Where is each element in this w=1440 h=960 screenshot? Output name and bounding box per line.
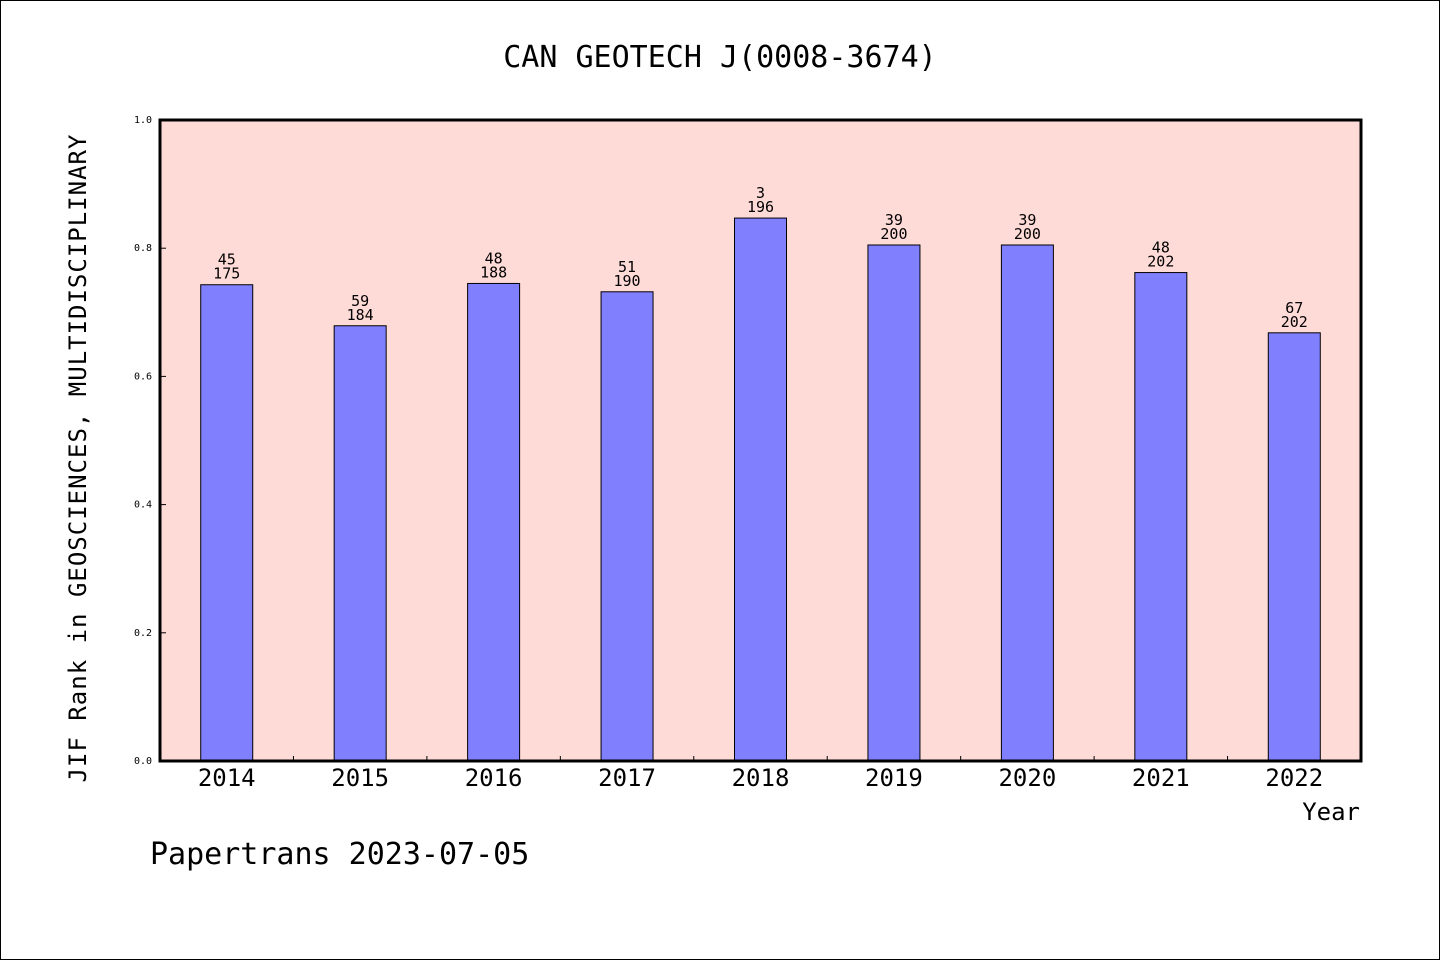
bars-group [200, 217, 1321, 762]
data-label-rank: 59 [351, 292, 369, 310]
y-tick-label: 0.8 [134, 243, 152, 254]
data-label-rank: 39 [885, 211, 903, 229]
data-label-total: 184 [347, 306, 374, 324]
x-tick-label: 2015 [331, 764, 389, 792]
chart-title: CAN GEOTECH J(0008-3674) [503, 40, 936, 75]
y-tick-label: 0.0 [134, 756, 152, 767]
y-tick-label: 0.6 [134, 371, 152, 382]
bar-2019 [867, 244, 921, 762]
data-label-total: 202 [1281, 313, 1308, 331]
data-label-total: 196 [747, 198, 774, 216]
data-label-total: 175 [213, 265, 240, 283]
bar-2016 [467, 282, 521, 762]
x-tick-label: 2016 [465, 764, 523, 792]
bar-2020 [1000, 244, 1054, 762]
bar-2018 [734, 217, 787, 762]
data-label-rank: 39 [1018, 211, 1036, 229]
y-tick-label: 0.4 [134, 500, 152, 511]
bar-2021 [1134, 272, 1188, 762]
x-axis: 2014 2015 2016 2017 2018 2019 2020 2021 2022 [198, 756, 1323, 792]
y-axis-label: JIF Rank in GEOSCIENCES, MULTIDISCIPLINA… [64, 134, 92, 783]
data-label-rank: 67 [1285, 299, 1303, 317]
data-label-rank: 51 [618, 258, 636, 276]
bar-2014 [200, 284, 254, 762]
data-label-rank: 48 [485, 249, 503, 267]
x-tick-label: 2018 [732, 764, 790, 792]
data-label-rank: 45 [218, 251, 236, 269]
x-axis-label: Year [1302, 798, 1360, 826]
x-tick-label: 2022 [1265, 764, 1323, 792]
footer-credit: Papertrans 2023-07-05 [150, 837, 529, 872]
y-tick-label: 0.2 [134, 628, 152, 639]
data-label-total: 202 [1147, 253, 1174, 271]
x-tick-label: 2017 [598, 764, 656, 792]
data-label-rank: 3 [756, 184, 765, 202]
data-label-total: 188 [480, 263, 507, 281]
x-tick-label: 2019 [865, 764, 923, 792]
bar-2022 [1267, 332, 1321, 762]
x-tick-label: 2020 [998, 764, 1056, 792]
data-label-total: 200 [1014, 225, 1041, 243]
plot-border [158, 118, 1363, 763]
data-label-rank: 48 [1152, 239, 1170, 257]
x-tick-label: 2014 [198, 764, 256, 792]
x-tick-label: 2021 [1132, 764, 1190, 792]
bar-2017 [600, 291, 654, 762]
data-label-total: 200 [880, 225, 907, 243]
data-label-total: 190 [614, 272, 641, 290]
y-tick-label: 1.0 [134, 115, 152, 126]
bar-2015 [333, 325, 387, 762]
